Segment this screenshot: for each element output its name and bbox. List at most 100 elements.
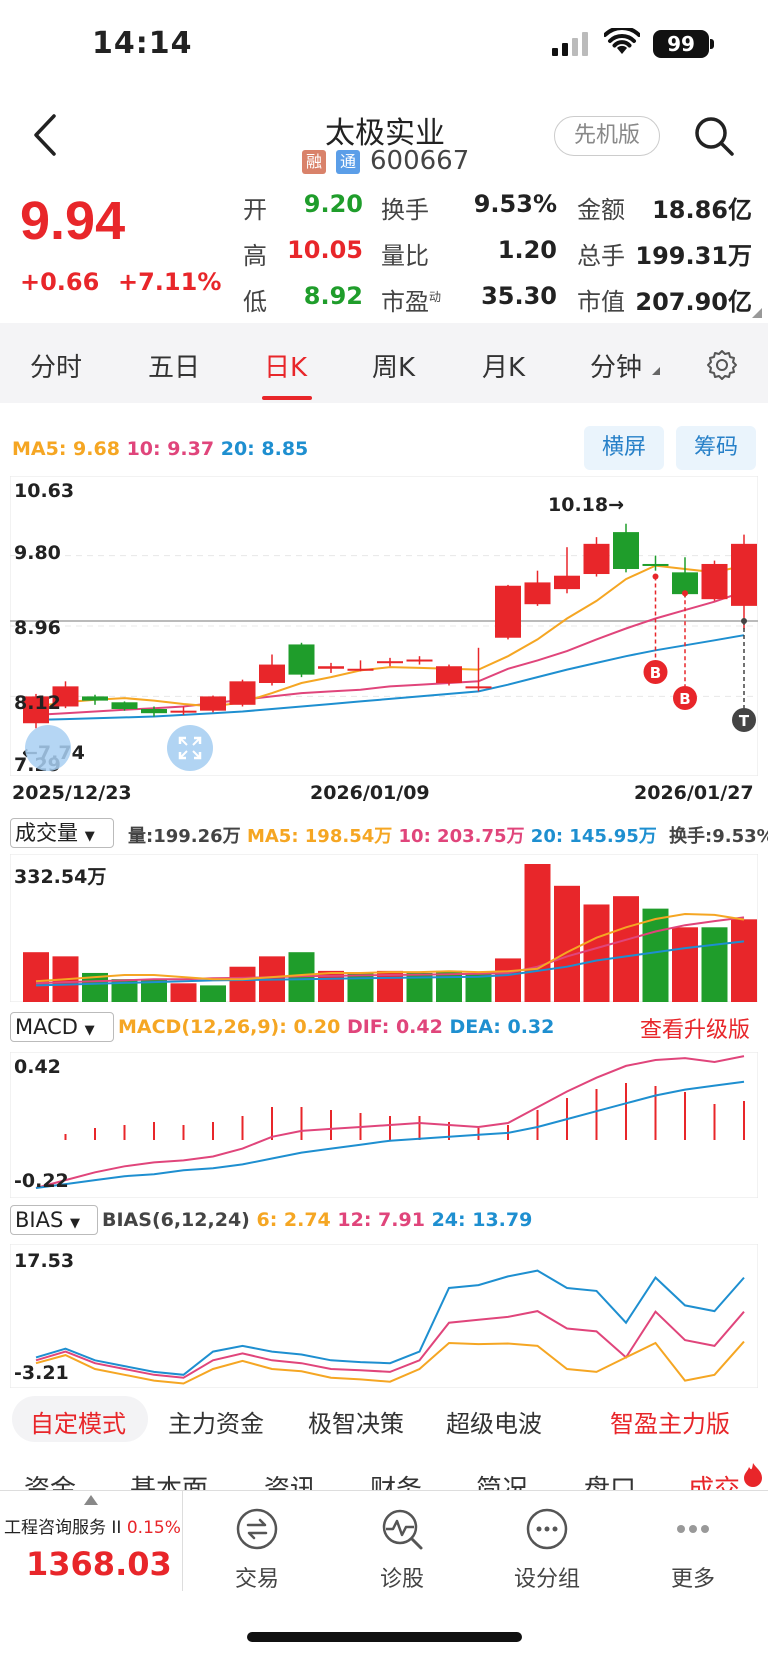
tab-weekly-k[interactable]: 周K [372, 353, 416, 383]
home-indicator [247, 1632, 522, 1642]
tab-five-day[interactable]: 五日 [148, 353, 201, 383]
quote-label: 总手 [577, 236, 625, 271]
ma10-label: 10: 9.37 [126, 438, 215, 460]
volume-bar [495, 958, 521, 1002]
quote-label-text: 市盈 [381, 288, 429, 316]
mode-tab-active-bg [12, 1396, 148, 1442]
nav-more[interactable]: 更多 [643, 1507, 743, 1593]
ticker-name-text: 工程咨询服务 II [4, 1518, 122, 1538]
candle-body [23, 696, 49, 724]
volume-turnover: 换手:9.53% [669, 826, 768, 847]
quote-label: 市盈动 [381, 282, 441, 317]
bias6-line [35, 1340, 745, 1385]
dif-line [35, 1055, 745, 1189]
mode-tab-super-wave[interactable]: 超级电波 [446, 1410, 542, 1438]
quote-value: 18.86亿 [652, 196, 752, 224]
nav-group[interactable]: 设分组 [497, 1507, 597, 1593]
volume-current: 量:199.26万 [128, 826, 241, 847]
zoom-out-icon[interactable] [24, 724, 72, 772]
search-icon[interactable] [694, 116, 734, 156]
quote-label-text: 换手 [381, 196, 429, 224]
wifi-icon [604, 28, 640, 54]
volume-bar [141, 979, 167, 1002]
corner-triangle-icon[interactable] [752, 308, 762, 318]
bias-24: 24: 13.79 [431, 1209, 533, 1231]
candle-body [701, 563, 728, 600]
more-icon [677, 1525, 709, 1533]
mode-tab-main-funds[interactable]: 主力资金 [168, 1410, 264, 1438]
tab-monthly-k[interactable]: 月K [482, 353, 526, 383]
upgrade-link[interactable]: 查看升级版 [640, 1018, 751, 1043]
quote-value: 35.30 [481, 282, 557, 310]
nav-diagnose[interactable]: 诊股 [352, 1507, 452, 1593]
quote-label: 高 [243, 236, 267, 271]
quote-value: 8.92 [303, 282, 363, 310]
volume-legend: 量:199.26万 MA5: 198.54万 10: 203.75万 20: 1… [128, 822, 768, 848]
tab-daily-k[interactable]: 日K [264, 353, 308, 383]
fullscreen-expand-icon[interactable] [166, 724, 214, 772]
macd-select-label: MACD [15, 1015, 78, 1039]
mode-tab-smart-decision[interactable]: 极智决策 [308, 1410, 404, 1438]
volume-bar [436, 970, 462, 1002]
landscape-button[interactable]: 横屏 [584, 426, 664, 470]
high-marker: 10.18→ [548, 494, 625, 516]
bias-select-label: BIAS [15, 1208, 64, 1232]
mode-tab-custom[interactable]: 自定模式 [30, 1410, 126, 1438]
chart-frame [10, 1244, 758, 1388]
date-label-end: 2026/01/27 [634, 782, 754, 804]
ticker-name[interactable]: 工程咨询服务 II 0.15% [4, 1513, 181, 1538]
candle-body [524, 582, 551, 605]
quote-label-text: 低 [243, 288, 267, 316]
volume-bar [23, 952, 49, 1002]
tab-minute[interactable]: 分钟 [590, 353, 643, 383]
dropdown-triangle-icon: ▼ [69, 1216, 80, 1231]
signal-text: B [650, 664, 661, 682]
tab-active-indicator [262, 396, 312, 400]
quote-label: 市值 [577, 282, 625, 317]
nav-trade-label: 交易 [234, 1567, 279, 1592]
back-icon[interactable] [30, 112, 60, 158]
volume-ma5: MA5: 198.54万 [246, 826, 393, 847]
candle-body [436, 666, 462, 684]
quote-label: 低 [243, 282, 267, 317]
pro-version-button[interactable]: 先机版 [554, 116, 660, 156]
kline-chart[interactable]: BB T [10, 476, 758, 776]
candle-body [347, 668, 374, 671]
volume-bar [583, 904, 610, 1002]
settings-gear-icon[interactable] [706, 349, 738, 381]
volume-bar [613, 896, 639, 1002]
volume-bar [701, 927, 728, 1002]
volume-select-label: 成交量 [15, 821, 78, 845]
macd-y-bottom: -0.22 [14, 1170, 69, 1192]
quote-value: 207.90亿 [635, 288, 752, 316]
bias-indicator-select[interactable]: BIAS ▼ [10, 1205, 98, 1235]
vol-ma20-line [35, 940, 745, 987]
bias-chart[interactable] [10, 1244, 758, 1388]
mode-tab-pro[interactable]: 智盈主力版 [610, 1410, 730, 1438]
quote-label-text: 金额 [577, 196, 625, 224]
tab-timeshare[interactable]: 分时 [30, 353, 83, 383]
candle-body [731, 543, 757, 606]
chips-button[interactable]: 筹码 [676, 426, 756, 470]
status-time: 14:14 [92, 26, 193, 61]
nav-trade[interactable]: 交易 [207, 1507, 307, 1593]
macd-dif: DIF: 0.42 [346, 1016, 443, 1038]
macd-indicator-select[interactable]: MACD ▼ [10, 1012, 114, 1042]
ticker-value[interactable]: 1368.03 [26, 1545, 172, 1583]
quote-label-text: 开 [243, 196, 267, 224]
current-price: 9.94 [20, 191, 126, 251]
candle-body [554, 575, 580, 590]
kline-y-label: 8.96 [14, 617, 61, 639]
macd-chart[interactable] [10, 1052, 758, 1198]
macd-dea: DEA: 0.32 [449, 1016, 555, 1038]
candle-body [583, 543, 610, 575]
quote-value: 10.05 [287, 236, 363, 264]
candle-body [406, 659, 433, 662]
stock-name: 太极实业 [325, 116, 445, 151]
vol-ma5-line [35, 912, 745, 983]
signal-badge [673, 686, 697, 710]
volume-indicator-select[interactable]: 成交量 ▼ [10, 818, 114, 848]
vol-ma10-line [35, 916, 745, 985]
candle-body [377, 661, 403, 664]
volume-chart[interactable] [10, 854, 758, 1002]
